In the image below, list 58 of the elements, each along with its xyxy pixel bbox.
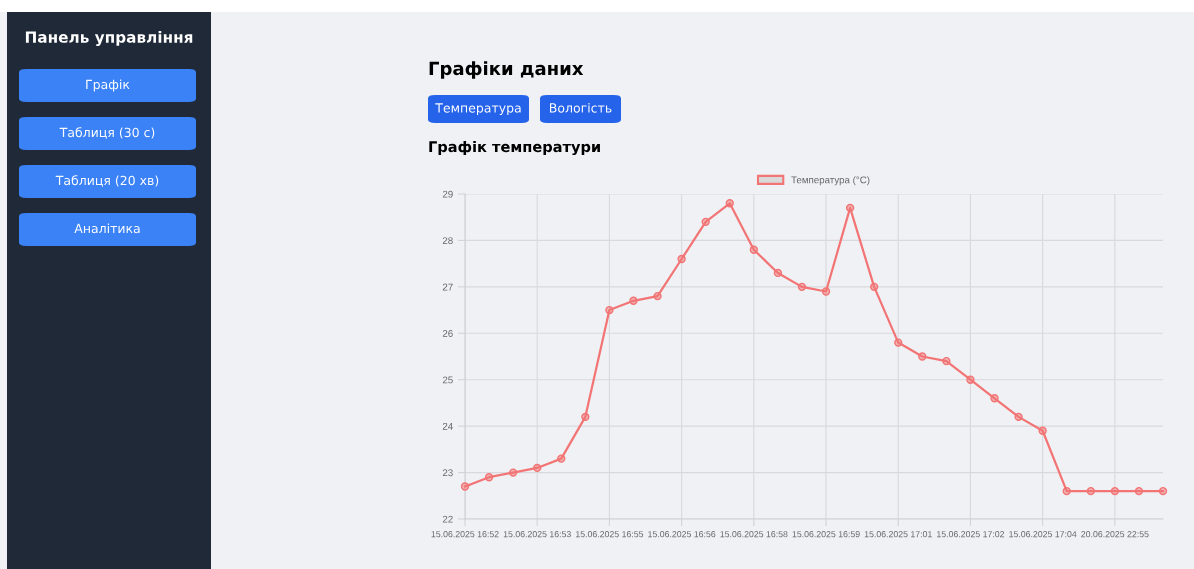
y-tick-label: 23 [442, 469, 453, 477]
x-tick-label: 15.06.2025 16:59 [792, 531, 860, 538]
point [773, 268, 783, 278]
point [533, 463, 542, 473]
x-tick-label: 15.06.2025 17:04 [1009, 531, 1077, 538]
point [1158, 486, 1168, 496]
point [894, 338, 903, 347]
x-tick-label: 15.06.2025 16:56 [648, 531, 716, 538]
point [966, 375, 975, 384]
chart-title: Графіки даних [429, 61, 584, 79]
point [1134, 486, 1144, 496]
point [990, 394, 999, 403]
y-tick-label: 28 [442, 237, 453, 245]
point [725, 199, 734, 208]
point [1014, 412, 1023, 422]
point [484, 473, 494, 482]
text: Панель управління [25, 31, 193, 46]
x-tick-label: 15.06.2025 17:01 [864, 531, 932, 538]
point [1110, 486, 1120, 496]
x-tick-label: 20.06.2025 22:55 [1081, 531, 1149, 538]
text: Таблиця (20 хв) [55, 175, 159, 187]
point [749, 245, 758, 254]
point [508, 468, 518, 477]
point [1062, 486, 1071, 496]
point [845, 203, 855, 213]
x-tick-label: 15.06.2025 16:53 [503, 531, 571, 538]
text: Температура [435, 103, 521, 116]
y-tick-label: 27 [442, 283, 453, 291]
point [701, 217, 710, 227]
point [629, 296, 638, 305]
point [918, 352, 927, 361]
text: Аналітика [74, 223, 140, 234]
text: Графік [86, 79, 130, 92]
point [942, 356, 951, 366]
point [1086, 486, 1095, 496]
chart-subtitle: Графік температури [429, 140, 600, 156]
text: Вологість [550, 102, 612, 113]
x-tick-label: 15.06.2025 16:55 [576, 531, 644, 538]
legend-label: Температура (°C) [791, 176, 870, 186]
y-tick-label: 25 [442, 376, 453, 384]
point [557, 454, 566, 463]
point [581, 412, 590, 422]
point [605, 305, 614, 315]
y-tick-label: 24 [442, 422, 453, 430]
point [870, 282, 879, 292]
point [460, 482, 470, 491]
text: Таблиця (30 с) [59, 127, 155, 139]
x-tick-label: 15.06.2025 16:58 [720, 531, 788, 538]
point [797, 282, 807, 292]
point [1038, 426, 1047, 435]
point [677, 254, 686, 264]
x-tick-label: 15.06.2025 17:02 [937, 531, 1005, 538]
y-tick-label: 26 [442, 330, 453, 337]
y-tick-label: 29 [442, 190, 453, 198]
x-tick-label: 15.06.2025 16:52 [431, 531, 499, 538]
point [653, 291, 662, 301]
y-tick-label: 22 [442, 515, 453, 523]
point [821, 287, 831, 296]
